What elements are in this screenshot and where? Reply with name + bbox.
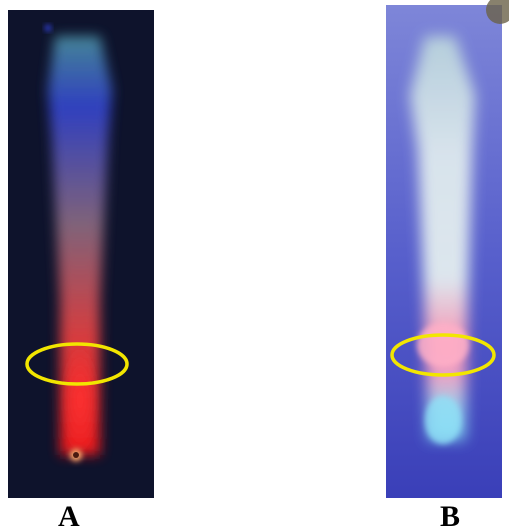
panel-b-photo	[386, 0, 509, 498]
panel-a-top-spot	[45, 25, 51, 31]
panel-b-corner	[486, 0, 509, 24]
panel-b-blue-glow	[425, 396, 461, 444]
panel-a-photo	[8, 10, 154, 498]
panel-b-pink-glow	[417, 323, 469, 367]
panel-a-red-glow	[60, 345, 100, 455]
panel-b-label: B	[440, 500, 461, 531]
panel-a-streak	[48, 36, 112, 455]
panel-a-label: A	[58, 500, 80, 531]
panel-a-highlight-ellipse	[25, 342, 129, 386]
panel-b-highlight-ellipse	[390, 333, 496, 377]
panel-a-origin-hole	[73, 452, 79, 458]
